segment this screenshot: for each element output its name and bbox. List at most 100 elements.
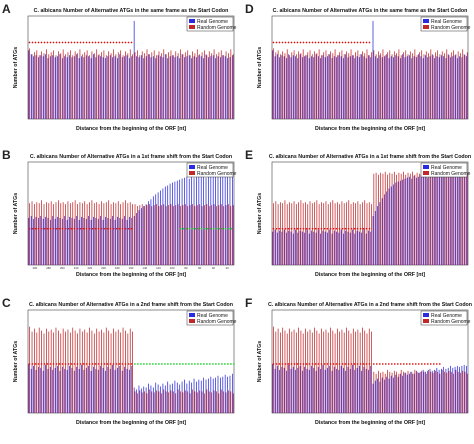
reference-dot [79,41,82,44]
x-tick-label: 20 [226,266,230,270]
reference-dot [329,363,332,365]
reference-dot [55,41,58,44]
reference-dot [109,227,112,230]
reference-dot [221,363,223,365]
reference-dot [311,227,314,230]
reference-dot [58,227,61,230]
x-tick-label: 120 [156,266,161,270]
reference-dot [112,41,115,44]
plot-area [27,309,235,414]
reference-dot [224,363,226,365]
reference-dot [287,41,290,44]
reference-dot [320,41,323,44]
reference-dot [109,41,112,44]
reference-dot [402,363,405,365]
reference-dot [182,227,185,230]
reference-dot [326,41,329,44]
reference-dot [359,41,362,44]
reference-dot [73,227,76,230]
reference-dot [350,363,353,365]
reference-dot [134,363,136,365]
reference-line [28,41,133,44]
reference-dot [200,227,203,230]
reference-dot [91,41,94,44]
reference-dot [317,41,320,44]
plot-area [271,161,469,266]
reference-dot [118,41,121,44]
reference-dot [127,41,130,44]
legend-swatch-real [423,19,429,23]
legend-label-real: Real Genome [197,313,228,319]
reference-dot [106,41,109,44]
reference-dot [218,227,221,230]
reference-dot [164,363,166,365]
reference-dot [94,41,97,44]
reference-dot [194,227,197,230]
reference-dot [34,363,37,365]
reference-dot [296,41,299,44]
reference-dot [308,227,311,230]
x-tick-label: 260 [60,266,65,270]
reference-dot [158,363,160,365]
reference-dot [387,363,390,365]
reference-dot [97,363,100,365]
reference-dot [191,227,194,230]
reference-dot [365,41,368,44]
reference-dot [281,227,284,230]
reference-dot [49,363,52,365]
reference-dot [390,363,393,365]
panel-label: D [245,2,254,16]
reference-dot [97,227,100,230]
reference-dot [302,363,305,365]
panel-label: E [245,148,253,162]
reference-dot [326,227,329,230]
reference-dot [420,363,423,365]
reference-dot [100,227,103,230]
reference-dot [212,363,214,365]
reference-dot [272,41,275,44]
reference-dot [31,41,34,44]
reference-dot [28,41,31,44]
reference-dot [161,363,163,365]
reference-dot [28,227,31,230]
reference-dot [299,227,302,230]
legend-swatch-random [189,25,195,29]
legend-swatch-random [423,171,429,175]
reference-dot [314,41,317,44]
reference-dot [112,227,115,230]
reference-dot [290,227,293,230]
legend-swatch-random [189,319,195,323]
reference-dot [353,41,356,44]
legend-swatch-random [189,171,195,175]
panel-c: C C. albicans Number of Alternative ATGs … [2,296,237,426]
reference-dot [52,41,55,44]
reference-dot [326,363,329,365]
reference-dot [82,41,85,44]
x-axis-label: Distance from the beginning of the ORF [… [76,420,186,426]
reference-dot [275,41,278,44]
panel-d: D C. albicans Number of Alternative ATGs … [245,2,471,132]
reference-dot [408,363,411,365]
reference-dot [70,363,73,365]
reference-dot [365,363,368,365]
reference-dot [137,363,139,365]
reference-dot [438,363,441,365]
y-axis-label: Number of ATGs [257,193,263,235]
reference-dot [118,227,121,230]
chart-title: C. albicans Number of Alternative ATGs i… [269,154,471,160]
reference-dot [88,227,91,230]
reference-dot [290,363,293,365]
reference-dot [37,227,40,230]
reference-dot [305,227,308,230]
legend-label-real: Real Genome [431,165,462,171]
y-axis-label: Number of ATGs [13,341,19,383]
legend-swatch-random [423,25,429,29]
reference-dot [88,363,91,365]
reference-line [134,363,235,365]
reference-dot [414,363,417,365]
chart-title: C. albicans Number of Alternative ATGs i… [268,302,472,308]
reference-dot [311,41,314,44]
